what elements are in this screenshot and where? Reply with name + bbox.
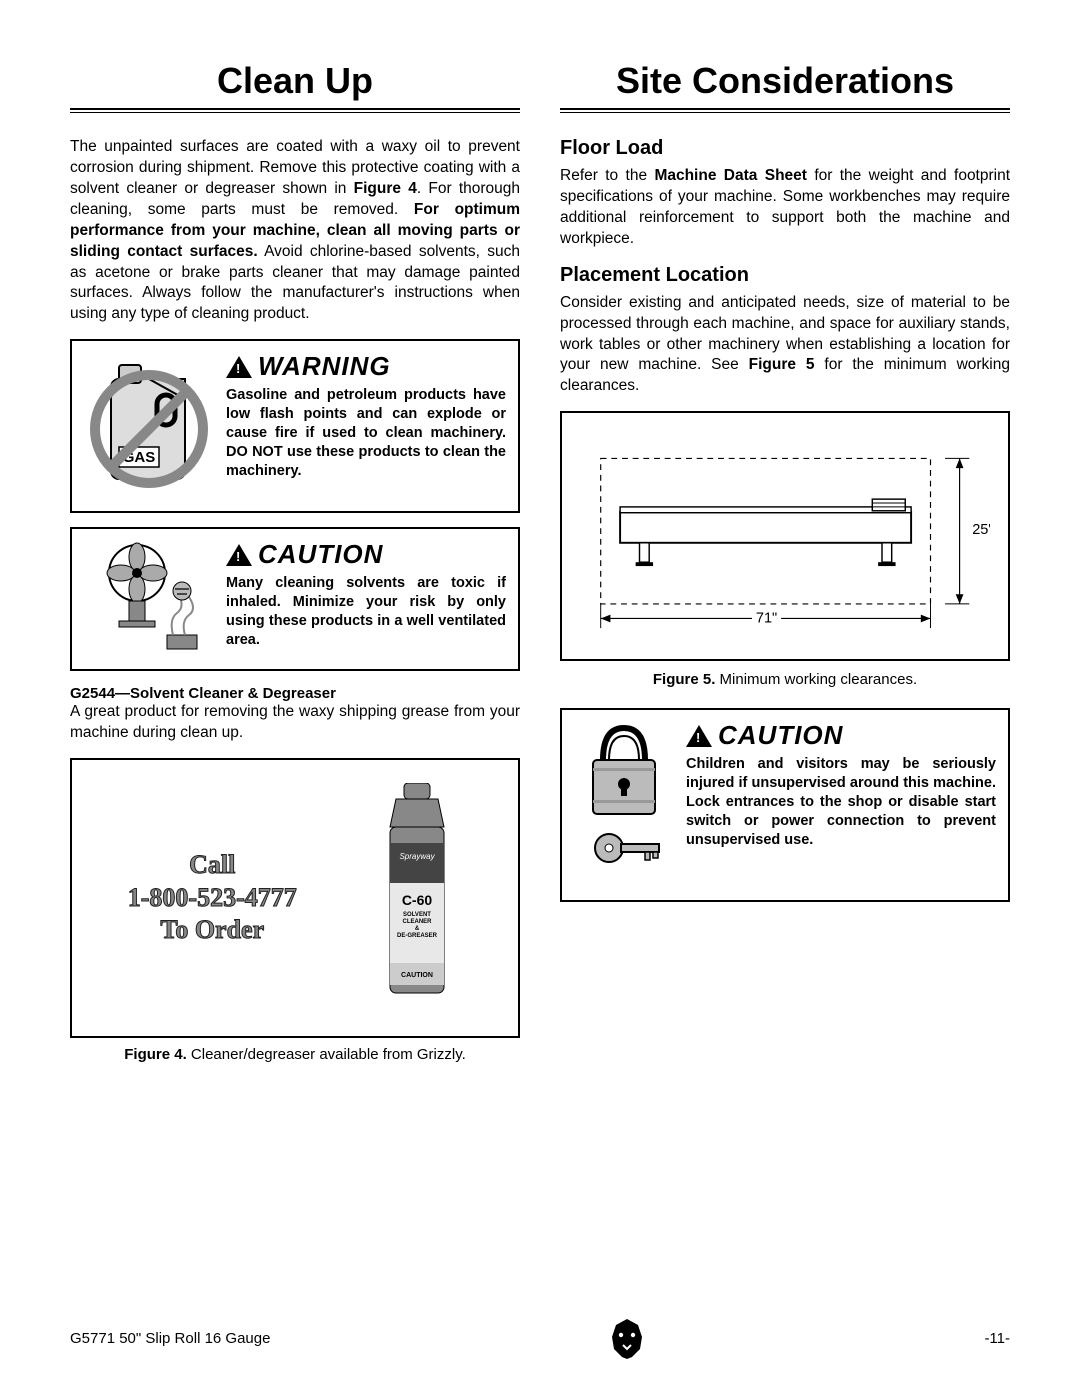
call-line-3: To Order [128,914,297,947]
floor-load-heading: Floor Load [560,137,1010,160]
svg-text:&: & [415,926,420,932]
floor-load-text: Refer to the Machine Data Sheet for the … [560,166,1010,250]
placement-text: Consider existing and anticipated needs,… [560,293,1010,398]
footer-left: G5771 50" Slip Roll 16 Gauge [70,1330,270,1347]
rule [560,112,1010,113]
svg-text:DE-GREASER: DE-GREASER [397,933,438,939]
cleanup-title: Clean Up [70,60,520,102]
rule [70,108,520,110]
caution-title-text: CAUTION [258,539,383,570]
alert-icon [226,544,252,566]
dim-height: 25" [972,522,990,538]
grizzly-logo-icon [604,1315,650,1361]
placement-heading: Placement Location [560,264,1010,287]
site-title: Site Considerations [560,60,1010,102]
figure-ref: Figure 5 [749,356,815,373]
caution-body: Many cleaning solvents are toxic if inha… [226,574,506,649]
caution-title: CAUTION [686,720,996,751]
caution-title: CAUTION [226,539,506,570]
caution-body: Children and visitors may be seriously i… [686,755,996,849]
spray-can-icon: Sprayway C-60 SOLVENT CLEANER & DE-GREAS… [372,783,462,1013]
product-name: G2544—Solvent Cleaner & Degreaser [70,685,520,702]
no-gas-icon: GAS [84,351,214,501]
figure-ref: Figure 4 [354,180,417,197]
text: Refer to the [560,167,654,184]
lock-key-icon [574,720,674,890]
fan-fumes-icon [84,539,214,659]
fig-text: Minimum working clearances. [715,671,917,688]
rule [70,112,520,113]
svg-text:CAUTION: CAUTION [401,972,433,979]
call-line-2: 1-800-523-4777 [128,882,297,915]
figure-4-caption: Figure 4. Cleaner/degreaser available fr… [70,1046,520,1063]
caution-callout: CAUTION Many cleaning solvents are toxic… [70,527,520,671]
warning-title-text: WARNING [258,351,391,382]
figure-5-caption: Figure 5. Minimum working clearances. [560,671,1010,688]
fig-label: Figure 5. [653,671,716,688]
warning-callout: GAS WARNING Gasoline and petroleum produ… [70,339,520,513]
footer-right: -11- [984,1330,1010,1347]
warning-title: WARNING [226,351,506,382]
cleanup-intro: The unpainted surfaces are coated with a… [70,137,520,325]
svg-text:Sprayway: Sprayway [400,852,436,861]
dim-width: 71" [756,611,777,627]
figure-5-box: 71" 25" [560,411,1010,661]
svg-text:C-60: C-60 [402,892,433,908]
warning-body: Gasoline and petroleum products have low… [226,386,506,480]
text-bold: Machine Data Sheet [654,167,807,184]
lock-caution-callout: CAUTION Children and visitors may be ser… [560,708,1010,902]
svg-text:CLEANER: CLEANER [403,919,433,925]
alert-icon [226,356,252,378]
caution-title-text: CAUTION [718,720,843,751]
call-to-order: Call 1-800-523-4777 To Order [128,849,297,947]
left-column: Clean Up The unpainted surfaces are coat… [70,60,520,1063]
call-line-1: Call [128,849,297,882]
fig-label: Figure 4. [124,1046,187,1063]
page-footer: G5771 50" Slip Roll 16 Gauge -11- [70,1315,1010,1361]
figure-4-box: Call 1-800-523-4777 To Order Sprayway C-… [70,758,520,1038]
product-desc: A great product for removing the waxy sh… [70,702,520,744]
svg-text:SOLVENT: SOLVENT [403,912,431,918]
rule [560,108,1010,110]
alert-icon [686,725,712,747]
fig-text: Cleaner/degreaser available from Grizzly… [187,1046,466,1063]
right-column: Site Considerations Floor Load Refer to … [560,60,1010,1063]
